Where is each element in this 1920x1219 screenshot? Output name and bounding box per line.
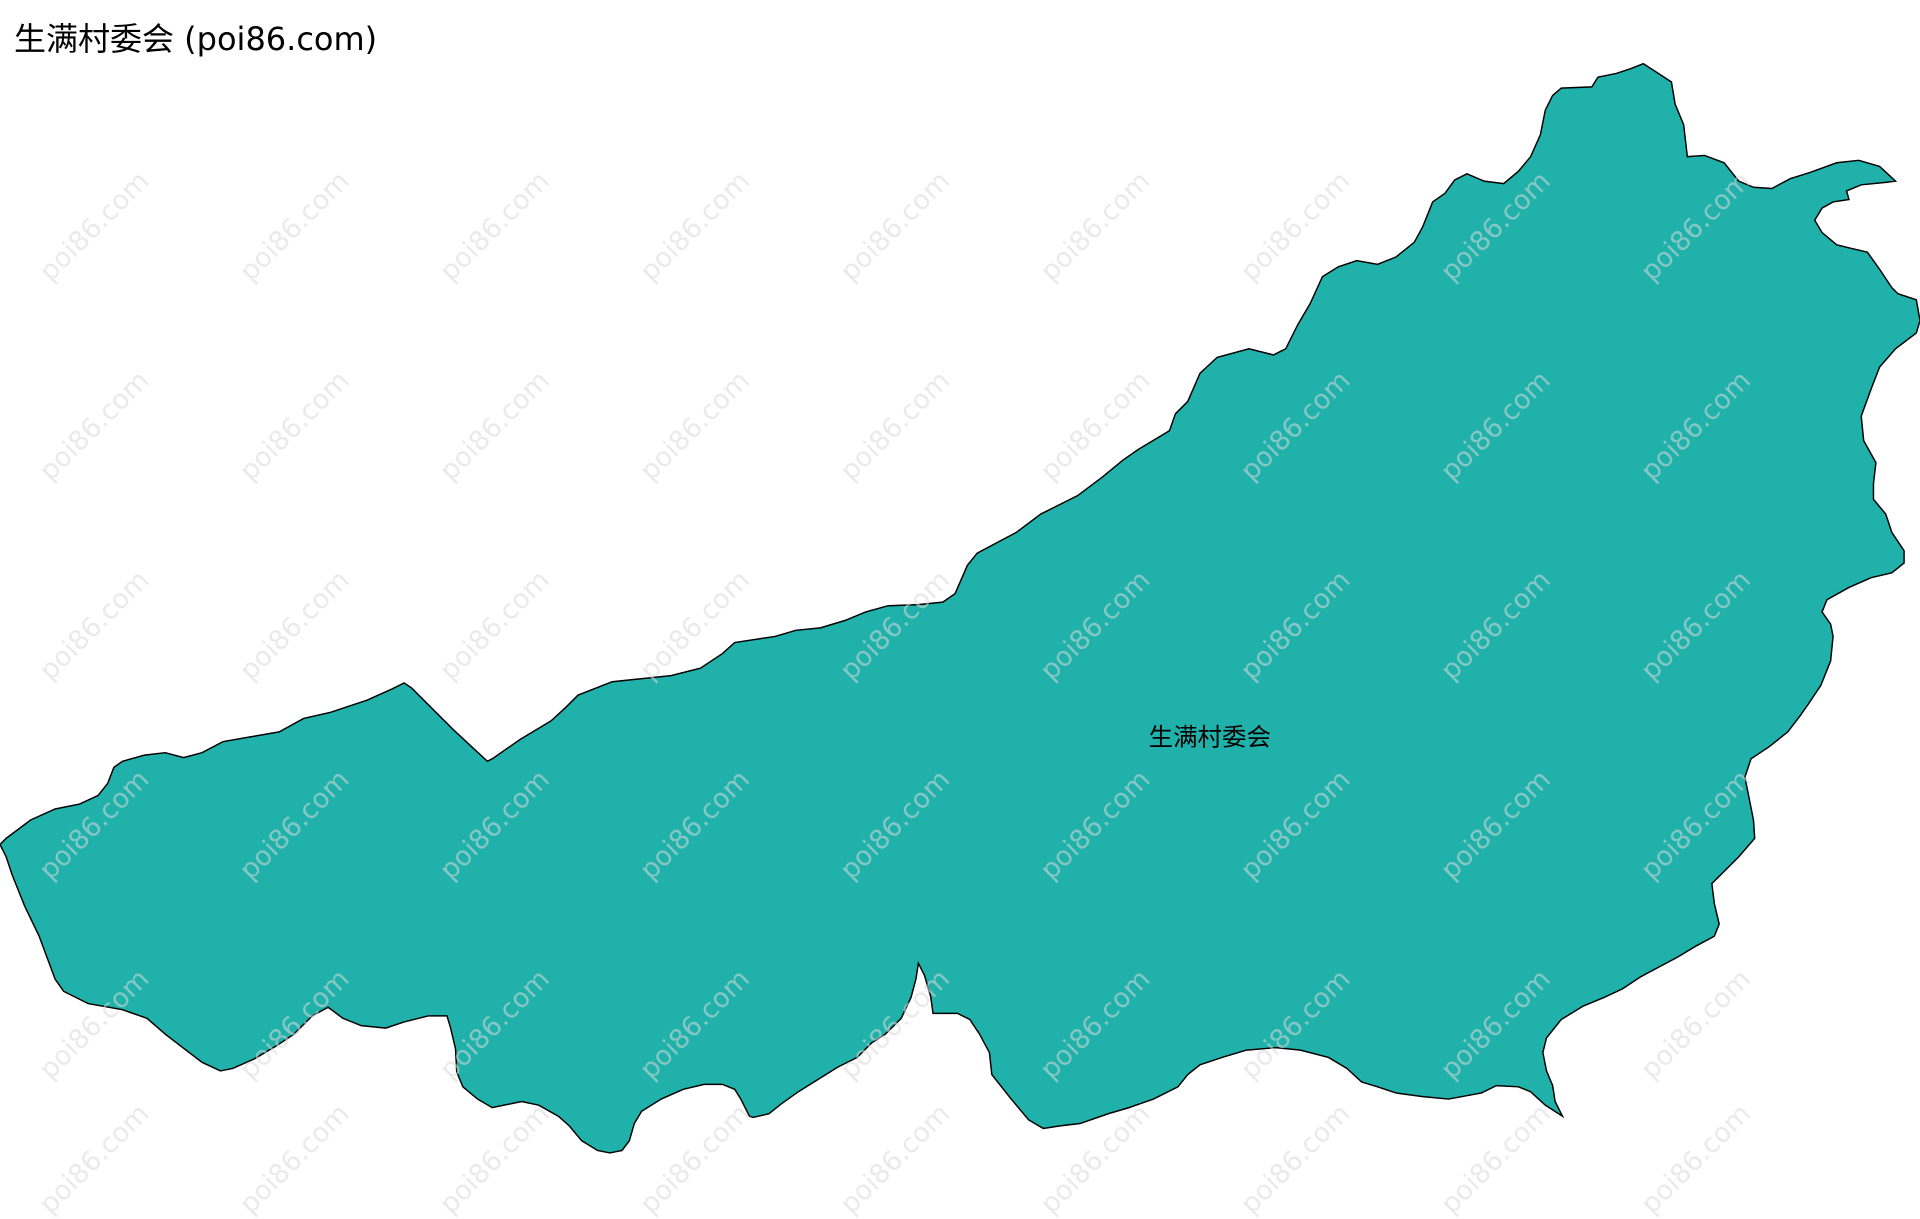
watermark-text: poi86.com	[234, 365, 356, 487]
watermark-text: poi86.com	[1635, 1098, 1757, 1219]
watermark-text: poi86.com	[434, 1098, 556, 1219]
watermark-text: poi86.com	[834, 365, 956, 487]
watermark-text: poi86.com	[1034, 166, 1156, 288]
watermark-text: poi86.com	[33, 166, 155, 288]
watermark-text: poi86.com	[834, 166, 956, 288]
map-title: 生满村委会 (poi86.com)	[14, 20, 378, 58]
watermark-text: poi86.com	[634, 166, 756, 288]
watermark-text: poi86.com	[1435, 1098, 1557, 1219]
watermark-text: poi86.com	[234, 1098, 356, 1219]
watermark-text: poi86.com	[834, 1098, 956, 1219]
watermark-text: poi86.com	[434, 166, 556, 288]
watermark-text: poi86.com	[33, 1098, 155, 1219]
watermark-text: poi86.com	[33, 365, 155, 487]
watermark-text: poi86.com	[434, 365, 556, 487]
watermark-text: poi86.com	[234, 565, 356, 687]
watermark-text: poi86.com	[1635, 964, 1757, 1086]
watermark-text: poi86.com	[234, 166, 356, 288]
region-label: 生满村委会	[1149, 722, 1271, 751]
watermark-text: poi86.com	[434, 565, 556, 687]
watermark-text: poi86.com	[634, 1098, 756, 1219]
watermark-text: poi86.com	[33, 565, 155, 687]
watermark-text: poi86.com	[634, 365, 756, 487]
watermark-text: poi86.com	[1235, 1098, 1357, 1219]
region-boundary-polygon[interactable]	[0, 62, 1920, 1154]
